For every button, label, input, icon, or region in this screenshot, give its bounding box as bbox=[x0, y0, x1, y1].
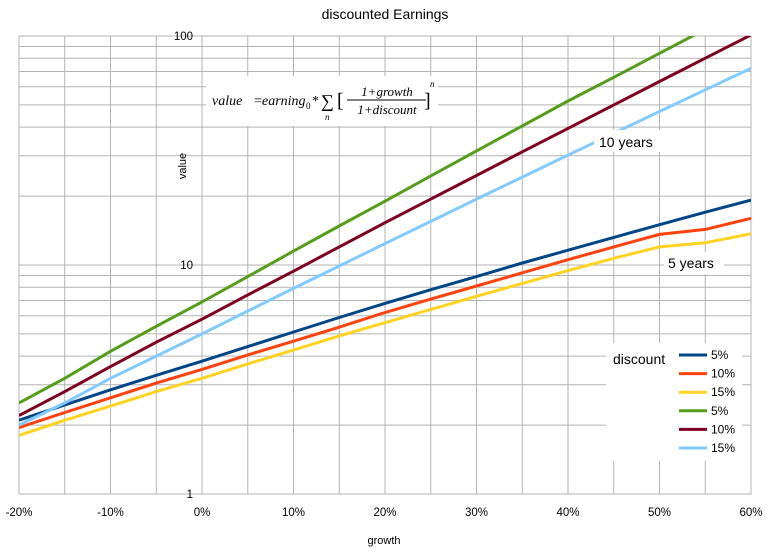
series-line-1 bbox=[19, 198, 751, 422]
formula-sub0: 0 bbox=[306, 101, 311, 111]
series-line-3 bbox=[19, 232, 751, 437]
y-tick-label: 10 bbox=[180, 260, 193, 272]
x-tick-label: -10% bbox=[97, 507, 124, 519]
legend-entry-label: 5% bbox=[711, 404, 729, 418]
legend: discount 5% 10% 15% 5% 10% 15% bbox=[606, 343, 742, 461]
formula-numerator: 1+growth bbox=[361, 84, 413, 99]
x-tick-label: 50% bbox=[648, 507, 671, 519]
x-tick-label: 10% bbox=[282, 507, 305, 519]
legend-entries: 5% 10% 15% 5% 10% 15% bbox=[679, 348, 735, 455]
formula-sum-sub: n bbox=[325, 112, 330, 122]
annotation-5-years-bg bbox=[664, 252, 724, 274]
legend-entry-label: 10% bbox=[711, 367, 735, 381]
x-tick-label: 60% bbox=[739, 507, 762, 519]
formula-lhs: value bbox=[212, 94, 242, 109]
formula-exponent: n bbox=[430, 79, 435, 89]
series-line-4 bbox=[19, 36, 696, 405]
legend-entry-label: 15% bbox=[711, 385, 735, 399]
annotation-10-years: 10 years bbox=[599, 134, 653, 150]
x-tick-label: 40% bbox=[556, 507, 579, 519]
y-axis-label: value bbox=[177, 153, 189, 179]
legend-title: discount bbox=[613, 351, 665, 367]
formula-bracket-left: [ bbox=[337, 90, 344, 112]
x-axis-label: growth bbox=[367, 535, 400, 547]
formula-denominator: 1+discount bbox=[357, 102, 417, 117]
y-tick-label: 100 bbox=[174, 31, 193, 43]
annotation-5-years: 5 years bbox=[668, 255, 714, 271]
series-lines bbox=[19, 36, 751, 437]
legend-box bbox=[606, 343, 742, 461]
formula-eq: = bbox=[254, 94, 262, 109]
y-tick-labels: 1 10 100 bbox=[174, 31, 193, 501]
x-tick-label: -20% bbox=[6, 507, 33, 519]
formula: value = earning 0 * ∑ n [ 1+growth 1+dis… bbox=[212, 79, 435, 122]
formula-times: * bbox=[312, 94, 319, 109]
formula-earning: earning bbox=[262, 94, 306, 109]
series-line-6 bbox=[19, 66, 751, 427]
formula-sum: ∑ bbox=[321, 91, 334, 111]
annotation-10-years-bg bbox=[594, 130, 662, 152]
legend-entry-label: 15% bbox=[711, 441, 735, 455]
x-tick-label: 20% bbox=[373, 507, 396, 519]
legend-entry-label: 10% bbox=[711, 422, 735, 436]
legend-entry-label: 5% bbox=[711, 348, 729, 362]
series-line-2 bbox=[19, 216, 751, 430]
formula-box: value = earning 0 * ∑ n [ 1+growth 1+dis… bbox=[206, 76, 438, 126]
x-tick-label: 0% bbox=[194, 507, 211, 519]
series-line-5 bbox=[19, 36, 751, 417]
x-tick-labels: -20% -10% 0% 10% 20% 30% 40% 50% 60% bbox=[6, 507, 763, 519]
y-tick-label: 1 bbox=[187, 489, 193, 501]
formula-bracket-right: ] bbox=[424, 90, 431, 112]
x-tick-label: 30% bbox=[465, 507, 488, 519]
chart-title: discounted Earnings bbox=[322, 6, 449, 22]
